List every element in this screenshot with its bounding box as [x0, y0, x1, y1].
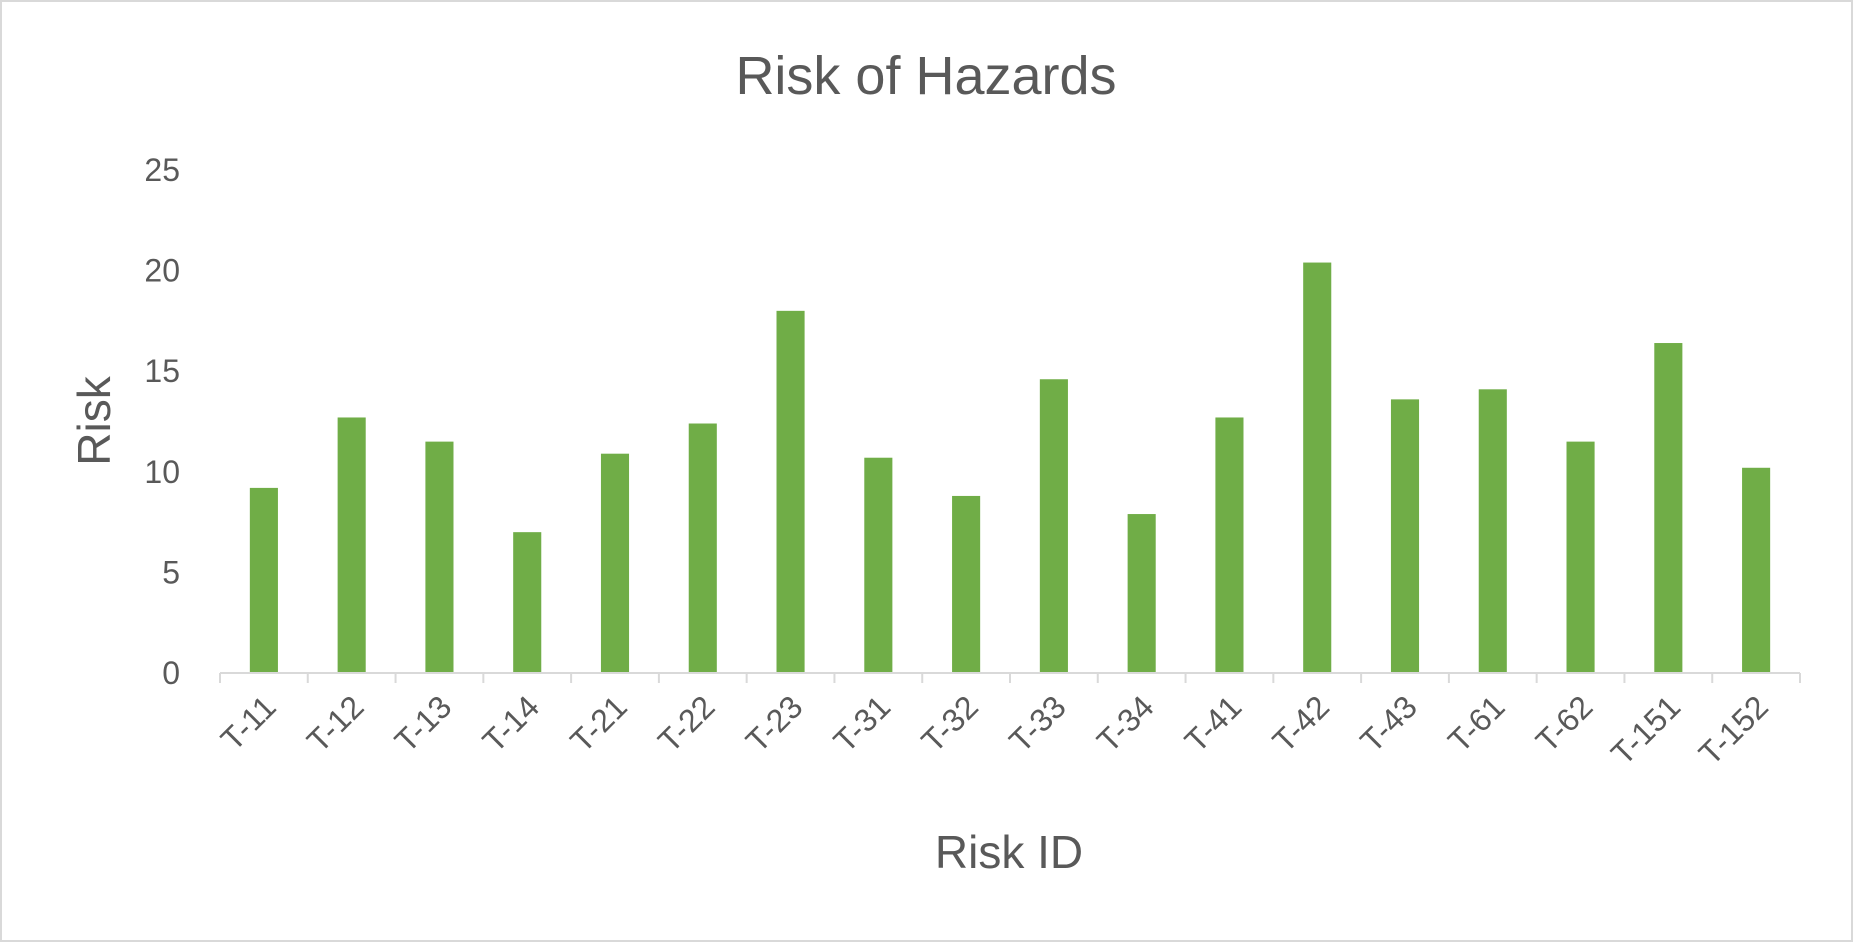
x-tick-label: T-22 — [651, 688, 722, 759]
y-tick-label: 10 — [144, 454, 180, 490]
x-axis-title: Risk ID — [935, 826, 1083, 878]
x-tick-label: T-41 — [1178, 688, 1249, 759]
bar-t-42 — [1303, 262, 1332, 673]
bar-t-61 — [1478, 389, 1507, 673]
x-tick-label: T-13 — [388, 688, 459, 759]
x-tick-label: T-14 — [475, 688, 546, 759]
x-tick-labels: T-11 T-12 T-13 T-14 T-21 T-22 T-23 T-31 T-32 T-33… — [214, 688, 1775, 771]
bar-t-34 — [1127, 514, 1156, 673]
bar-t-11 — [249, 487, 278, 673]
chart-title: Risk of Hazards — [735, 46, 1116, 106]
bar-t-12 — [337, 417, 366, 673]
bar-t-152 — [1742, 467, 1771, 673]
bar-t-21 — [600, 453, 630, 673]
x-tick-label: T-152 — [1692, 688, 1775, 771]
bar-t-22 — [688, 423, 717, 673]
x-tick-label: T-34 — [1090, 688, 1161, 759]
x-tick-label: T-23 — [739, 688, 810, 759]
x-axis — [219, 672, 1801, 683]
bar-t-43 — [1390, 399, 1420, 673]
bar-t-23 — [776, 310, 805, 673]
y-tick-label: 15 — [144, 353, 180, 389]
x-tick-label: T-61 — [1441, 688, 1512, 759]
x-tick-label: T-31 — [827, 688, 898, 759]
bar-t-41 — [1215, 417, 1244, 673]
x-tick-label: T-151 — [1604, 688, 1687, 771]
x-tick-label: T-32 — [914, 688, 985, 759]
y-tick-label: 5 — [162, 554, 180, 590]
bar-t-33 — [1039, 379, 1068, 673]
y-axis-title: Risk — [68, 375, 120, 465]
bar-t-13 — [425, 441, 454, 673]
y-tick-label: 25 — [144, 152, 180, 188]
x-tick-label: T-21 — [563, 688, 634, 759]
x-tick-label: T-33 — [1002, 688, 1073, 759]
y-axis: 0 5 10 15 20 25 — [144, 152, 180, 691]
bar-t-62 — [1566, 441, 1595, 673]
bars-group — [249, 262, 1771, 673]
x-tick-label: T-62 — [1529, 688, 1600, 759]
y-tick-label: 20 — [144, 253, 180, 289]
y-tick-label: 0 — [162, 655, 180, 691]
x-tick-label: T-42 — [1265, 688, 1336, 759]
x-tick-label: T-12 — [300, 688, 371, 759]
bar-t-32 — [952, 495, 981, 673]
bar-t-151 — [1654, 343, 1683, 673]
x-tick-label: T-11 — [214, 688, 283, 757]
x-tick-label: T-43 — [1353, 688, 1424, 759]
bar-t-14 — [513, 532, 542, 673]
bar-t-31 — [864, 457, 893, 673]
